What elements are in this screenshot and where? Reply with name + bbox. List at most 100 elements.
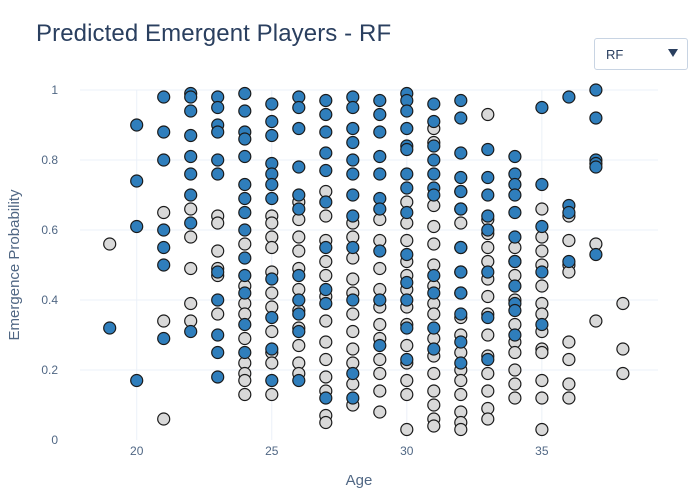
data-point bbox=[508, 254, 522, 269]
data-point bbox=[373, 167, 387, 181]
data-point bbox=[427, 286, 441, 300]
data-point bbox=[400, 338, 414, 353]
data-point bbox=[238, 286, 252, 300]
data-point bbox=[319, 268, 333, 283]
data-point bbox=[265, 240, 279, 255]
data-point bbox=[427, 188, 441, 202]
data-point bbox=[427, 97, 441, 111]
data-points bbox=[103, 83, 630, 437]
data-point bbox=[373, 317, 387, 332]
data-point bbox=[265, 356, 279, 370]
data-point bbox=[157, 314, 171, 328]
data-point bbox=[427, 153, 441, 167]
data-point bbox=[535, 391, 549, 405]
data-point bbox=[265, 216, 279, 230]
data-point bbox=[373, 261, 387, 276]
data-point bbox=[211, 100, 225, 115]
data-point bbox=[400, 422, 414, 437]
position-dropdown[interactable]: RF bbox=[594, 38, 688, 70]
data-point bbox=[265, 324, 279, 339]
data-point bbox=[481, 223, 495, 237]
data-point bbox=[454, 111, 468, 125]
data-point bbox=[238, 132, 252, 146]
data-point bbox=[481, 412, 495, 426]
data-point bbox=[130, 118, 144, 132]
data-point bbox=[535, 219, 549, 234]
data-point bbox=[238, 177, 252, 192]
data-point bbox=[508, 303, 522, 318]
data-point bbox=[319, 352, 333, 367]
data-point bbox=[319, 314, 333, 328]
data-point bbox=[508, 230, 522, 244]
triangle-down-icon bbox=[668, 49, 678, 57]
data-point bbox=[238, 331, 252, 346]
data-point bbox=[373, 202, 387, 216]
data-point bbox=[535, 345, 549, 360]
data-point bbox=[346, 272, 360, 286]
data-point bbox=[157, 258, 171, 272]
data-point bbox=[319, 240, 333, 255]
data-point bbox=[238, 205, 252, 220]
data-point bbox=[238, 317, 252, 332]
data-point bbox=[481, 240, 495, 255]
x-tick-label: 35 bbox=[535, 444, 549, 458]
data-point bbox=[616, 366, 630, 381]
data-point bbox=[454, 93, 468, 108]
data-point bbox=[184, 104, 198, 118]
data-point bbox=[211, 153, 225, 167]
data-point bbox=[265, 373, 279, 388]
data-point bbox=[211, 216, 225, 230]
data-point bbox=[589, 314, 603, 328]
data-point bbox=[211, 293, 225, 307]
y-tick-label: 0.6 bbox=[41, 223, 58, 237]
data-point bbox=[265, 114, 279, 129]
data-point bbox=[265, 342, 279, 356]
data-point bbox=[481, 170, 495, 185]
data-point bbox=[184, 188, 198, 202]
data-point bbox=[157, 205, 171, 220]
y-axis-title: Emergence Probability bbox=[6, 189, 23, 340]
data-point bbox=[508, 188, 522, 202]
data-point bbox=[508, 205, 522, 220]
data-point bbox=[292, 268, 306, 283]
data-point bbox=[400, 121, 414, 136]
data-point bbox=[292, 121, 306, 136]
data-point bbox=[130, 174, 144, 188]
data-point bbox=[346, 391, 360, 405]
data-point bbox=[238, 86, 252, 101]
y-tick-label: 0 bbox=[51, 433, 58, 447]
data-point bbox=[346, 293, 360, 307]
dropdown-selected-value: RF bbox=[606, 47, 624, 62]
data-point bbox=[427, 398, 441, 412]
data-point bbox=[562, 254, 576, 269]
data-point bbox=[238, 251, 252, 265]
data-point bbox=[238, 268, 252, 283]
data-point bbox=[427, 419, 441, 433]
data-point bbox=[184, 202, 198, 216]
data-point bbox=[481, 352, 495, 367]
data-point bbox=[292, 244, 306, 258]
data-point bbox=[184, 324, 198, 339]
data-point bbox=[319, 335, 333, 349]
data-point bbox=[373, 149, 387, 164]
data-point bbox=[400, 387, 414, 402]
data-point bbox=[184, 90, 198, 104]
data-point bbox=[562, 233, 576, 248]
data-point bbox=[184, 261, 198, 276]
x-axis-title: Age bbox=[346, 472, 373, 489]
data-point bbox=[508, 377, 522, 391]
data-point bbox=[346, 209, 360, 223]
data-point bbox=[265, 272, 279, 286]
data-point bbox=[400, 275, 414, 290]
data-point bbox=[157, 412, 171, 426]
data-point bbox=[211, 370, 225, 384]
data-point bbox=[211, 307, 225, 321]
data-point bbox=[157, 153, 171, 167]
data-point bbox=[292, 202, 306, 216]
data-point bbox=[265, 191, 279, 206]
data-point bbox=[427, 219, 441, 234]
data-point bbox=[265, 286, 279, 300]
data-point bbox=[319, 296, 333, 311]
data-point bbox=[454, 356, 468, 370]
data-point bbox=[400, 352, 414, 367]
